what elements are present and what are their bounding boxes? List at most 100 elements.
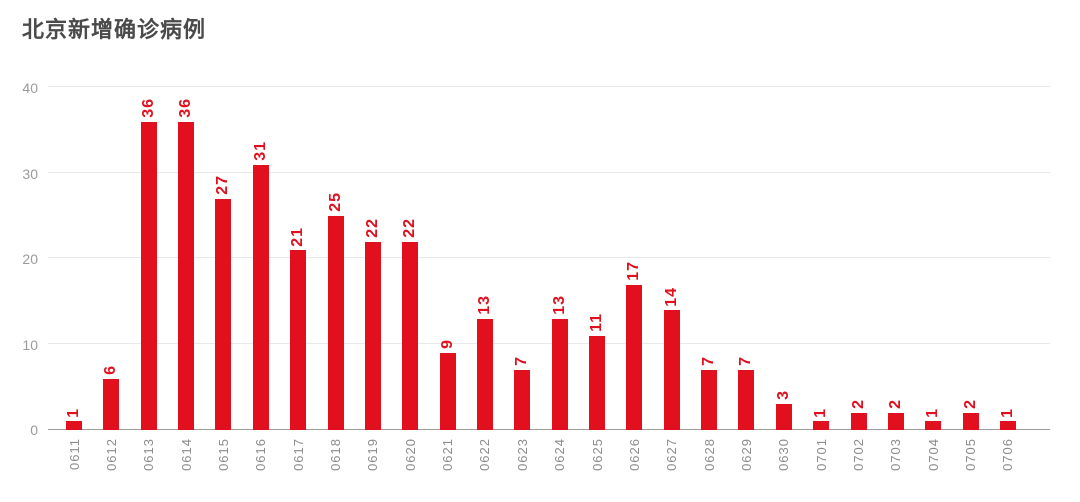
bar-stack: 9	[439, 88, 457, 430]
bar-value-label: 1	[998, 407, 1016, 418]
x-tick-label: 0613	[141, 438, 157, 471]
bar	[290, 250, 307, 430]
bar	[925, 421, 942, 430]
bar-value-label: 22	[401, 218, 419, 238]
bar-stack: 27	[214, 88, 232, 430]
plot-area: 1 0611 6 0612 36 0613 36 0614 27 0615 31 0616 21 0617…	[48, 86, 1050, 471]
x-tick-label: 0615	[215, 438, 231, 471]
bar-stack: 13	[476, 88, 494, 430]
bars: 1 0611 6 0612 36 0613 36 0614 27 0615 31 0616 21 0617…	[56, 88, 1026, 488]
bar	[103, 378, 120, 430]
x-tick-label: 0624	[552, 438, 568, 471]
y-tick-label: 10	[22, 336, 38, 353]
x-tick-label: 0618	[328, 438, 344, 471]
bar-column: 3 0630	[766, 88, 802, 471]
bar	[589, 335, 606, 430]
bar-column: 22 0620	[392, 88, 428, 471]
x-tick-label: 0616	[253, 438, 269, 471]
x-tick-label: 0705	[963, 438, 979, 471]
bar-value-label: 1	[65, 407, 82, 418]
bar-stack: 22	[401, 88, 419, 430]
y-tick-label: 40	[22, 80, 38, 96]
x-tick-label: 0619	[365, 438, 381, 471]
bar-value-label: 13	[475, 295, 493, 315]
bar	[364, 241, 381, 430]
bar-stack: 2	[962, 88, 980, 430]
bar-stack: 1	[924, 88, 942, 430]
y-axis: 0 10 20 30 40	[0, 80, 38, 438]
bar	[738, 370, 755, 430]
bar-value-label: 36	[177, 98, 195, 119]
bar-stack: 1	[65, 88, 83, 430]
bar	[701, 370, 718, 430]
bar-stack: 13	[551, 88, 569, 430]
bar	[663, 310, 680, 430]
bar-column: 9 0621	[430, 88, 466, 471]
bar-column: 1 0704	[915, 88, 951, 471]
x-tick-label: 0628	[701, 438, 717, 471]
bar-stack: 11	[588, 88, 606, 430]
x-tick-label: 0614	[178, 438, 194, 471]
y-tick-label: 30	[22, 165, 38, 182]
bar-column: 13 0624	[542, 88, 578, 471]
bar-value-label: 27	[214, 175, 232, 196]
bar-value-label: 22	[363, 218, 381, 238]
bar-value-label: 14	[662, 286, 680, 307]
x-tick-label: 0625	[589, 438, 605, 471]
gridline	[48, 171, 1050, 173]
bar-column: 1 0706	[990, 88, 1026, 471]
bar-stack: 31	[252, 88, 270, 430]
bar-column: 22 0619	[355, 88, 391, 471]
bar-stack: 36	[177, 88, 195, 430]
x-tick-label: 0701	[813, 438, 829, 471]
x-tick-label: 0704	[925, 438, 941, 471]
bar-stack: 6	[102, 88, 120, 430]
bar-stack: 22	[364, 88, 382, 430]
x-tick-label: 0703	[888, 438, 904, 471]
bar	[327, 216, 344, 430]
bar	[178, 122, 195, 430]
gridline	[48, 342, 1050, 344]
bar-column: 13 0622	[467, 88, 503, 471]
bar-column: 36 0614	[168, 88, 204, 471]
bar-column: 2 0705	[953, 88, 989, 471]
bar	[626, 284, 643, 430]
bar-column: 7 0629	[728, 88, 764, 471]
x-tick-label: 0626	[626, 438, 642, 471]
x-tick-label: 0623	[514, 438, 530, 471]
bar-column: 2 0702	[841, 88, 877, 471]
bar-value-label: 21	[289, 226, 307, 247]
bar-stack: 1	[999, 88, 1017, 430]
bar-value-label: 3	[774, 390, 792, 401]
bar-value-label: 7	[737, 356, 755, 367]
bar	[439, 353, 456, 430]
bar	[140, 122, 157, 430]
bar	[514, 370, 531, 430]
bar-stack: 2	[887, 88, 905, 430]
bar-column: 7 0623	[504, 88, 540, 471]
bar	[476, 318, 493, 430]
bar-value-label: 6	[102, 364, 120, 375]
x-tick-label: 0627	[664, 438, 680, 471]
bar-value-label: 9	[438, 339, 456, 350]
bar	[999, 421, 1016, 430]
gridline	[48, 257, 1050, 258]
bar-column: 14 0627	[654, 88, 690, 471]
bar-stack: 2	[850, 88, 868, 430]
x-tick-label: 0617	[290, 438, 306, 471]
bar-column: 1 0611	[56, 88, 92, 470]
bar-column: 25 0618	[318, 88, 354, 471]
bar-column: 2 0703	[878, 88, 914, 471]
bar-stack: 7	[513, 88, 531, 430]
bar-stack: 14	[663, 88, 681, 430]
bar	[252, 164, 269, 430]
bar	[215, 199, 232, 430]
bar-stack: 17	[625, 88, 643, 430]
bar-value-label: 13	[550, 295, 568, 315]
bar-value-label: 36	[139, 98, 157, 119]
bar-value-label: 31	[251, 141, 269, 161]
bar	[402, 241, 419, 430]
bar-value-label: 2	[849, 399, 867, 409]
bar	[66, 421, 82, 430]
bar	[887, 412, 904, 430]
